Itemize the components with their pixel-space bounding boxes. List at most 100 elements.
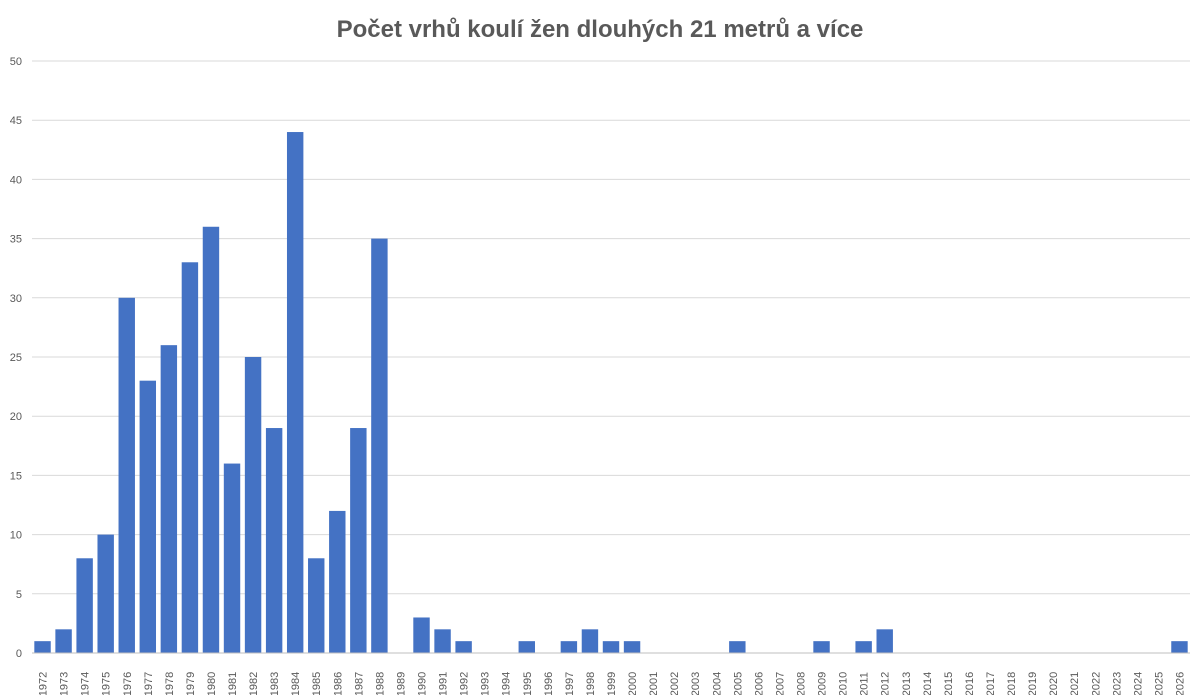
x-tick-label-1975: 1975 <box>101 672 113 695</box>
x-tick-label-1990: 1990 <box>417 672 429 695</box>
x-tick-label-1989: 1989 <box>395 672 407 695</box>
bar-1976 <box>118 297 135 653</box>
bar-2026 <box>1171 641 1188 653</box>
x-tick-label-1985: 1985 <box>311 672 323 695</box>
y-axis-tick-labels: 0 5 10 15 20 25 30 35 40 45 50 <box>10 56 22 660</box>
x-tick-label-1977: 1977 <box>143 672 155 695</box>
x-tick-label-1978: 1978 <box>164 672 176 695</box>
bar-1995 <box>518 641 535 653</box>
x-tick-label-2009: 2009 <box>817 672 829 695</box>
x-tick-label-2011: 2011 <box>859 672 871 695</box>
bar-1984 <box>286 132 304 654</box>
y-tick-label: 5 <box>16 589 22 601</box>
x-tick-label-1986: 1986 <box>332 672 344 695</box>
x-tick-label-2020: 2020 <box>1048 672 1060 695</box>
x-tick-label-2013: 2013 <box>901 672 913 695</box>
y-tick-label: 10 <box>10 530 22 542</box>
y-tick-label: 45 <box>10 115 22 127</box>
bar-1982 <box>244 357 262 653</box>
x-tick-label-1998: 1998 <box>585 672 597 695</box>
y-tick-label: 20 <box>10 411 22 423</box>
x-tick-label-1984: 1984 <box>290 672 302 695</box>
x-tick-label-1993: 1993 <box>480 672 492 695</box>
x-tick-label-1996: 1996 <box>543 672 555 695</box>
bar-1975 <box>97 534 114 653</box>
x-tick-label-1981: 1981 <box>227 672 239 695</box>
bar-1987 <box>350 428 367 653</box>
bar-1999 <box>602 641 620 653</box>
bar-2012 <box>876 629 893 653</box>
bar-1979 <box>181 262 199 653</box>
bar-2011 <box>855 641 872 653</box>
y-tick-label: 25 <box>10 352 22 364</box>
x-tick-label-2021: 2021 <box>1069 672 1081 695</box>
x-tick-label-1983: 1983 <box>269 672 281 695</box>
x-tick-label-1973: 1973 <box>59 672 71 695</box>
x-tick-label-2019: 2019 <box>1027 672 1039 695</box>
bar-1998 <box>581 629 599 653</box>
x-tick-label-2004: 2004 <box>711 672 723 695</box>
x-tick-label-2005: 2005 <box>732 672 744 695</box>
x-tick-label-1988: 1988 <box>374 672 386 695</box>
bar-1990 <box>413 617 430 653</box>
bar-1978 <box>160 345 178 653</box>
x-tick-label-2024: 2024 <box>1132 672 1144 695</box>
bar-2005 <box>729 641 746 653</box>
bar-1974 <box>76 558 93 653</box>
x-tick-label-1979: 1979 <box>185 672 197 695</box>
x-tick-label-2022: 2022 <box>1090 672 1102 695</box>
x-tick-label-1994: 1994 <box>501 672 513 695</box>
x-tick-label-1992: 1992 <box>459 672 471 695</box>
y-tick-label: 15 <box>10 470 22 482</box>
x-tick-label-2010: 2010 <box>838 672 850 695</box>
x-tick-label-2023: 2023 <box>1111 672 1123 695</box>
bar-2000 <box>623 641 641 653</box>
bar-1992 <box>455 641 472 653</box>
x-tick-label-1995: 1995 <box>522 672 534 695</box>
x-tick-label-2008: 2008 <box>795 672 807 695</box>
x-tick-label-1987: 1987 <box>353 672 365 695</box>
y-tick-label: 40 <box>10 174 22 186</box>
x-tick-label-1991: 1991 <box>438 672 450 695</box>
bar-2009 <box>813 641 830 653</box>
x-tick-label-1976: 1976 <box>122 672 134 695</box>
x-tick-label-2025: 2025 <box>1153 672 1165 695</box>
x-tick-label-1980: 1980 <box>206 672 218 695</box>
y-tick-label: 0 <box>16 648 22 660</box>
x-tick-label-1999: 1999 <box>606 672 618 695</box>
bar-1977 <box>139 380 157 653</box>
x-tick-label-2015: 2015 <box>943 672 955 695</box>
x-tick-label-2026: 2026 <box>1174 672 1186 695</box>
bar-1972 <box>34 641 51 653</box>
x-tick-label-2017: 2017 <box>985 672 997 695</box>
x-tick-label-2016: 2016 <box>964 672 976 695</box>
x-tick-label-2014: 2014 <box>922 672 934 695</box>
bar-1991 <box>434 629 451 653</box>
x-tick-label-2003: 2003 <box>690 672 702 695</box>
x-tick-label-2001: 2001 <box>648 672 660 695</box>
bars <box>34 132 1188 654</box>
y-tick-label: 35 <box>10 234 22 246</box>
x-tick-label-2018: 2018 <box>1006 672 1018 695</box>
y-tick-label: 50 <box>10 56 22 68</box>
chart-title: Počet vrhů koulí žen dlouhých 21 metrů a… <box>337 16 864 43</box>
bar-1997 <box>560 641 578 653</box>
y-tick-label: 30 <box>10 293 22 305</box>
bar-1986 <box>329 510 346 653</box>
bar-1983 <box>265 428 283 653</box>
x-tick-label-2002: 2002 <box>669 672 681 695</box>
bar-1985 <box>308 558 325 653</box>
x-tick-label-2006: 2006 <box>753 672 765 695</box>
bar-1980 <box>202 226 220 653</box>
x-tick-label-2000: 2000 <box>627 672 639 695</box>
x-tick-label-2007: 2007 <box>774 672 786 695</box>
x-axis-tick-labels: 1972 1973 1974 1975 1976 1977 1978 1979 1980 1981… <box>38 672 1187 696</box>
x-tick-label-2012: 2012 <box>880 672 892 695</box>
bar-1981 <box>223 463 241 653</box>
x-tick-label-1982: 1982 <box>248 672 260 695</box>
x-tick-label-1972: 1972 <box>38 672 50 695</box>
x-tick-label-1974: 1974 <box>80 672 92 695</box>
bar-1988 <box>371 238 388 653</box>
